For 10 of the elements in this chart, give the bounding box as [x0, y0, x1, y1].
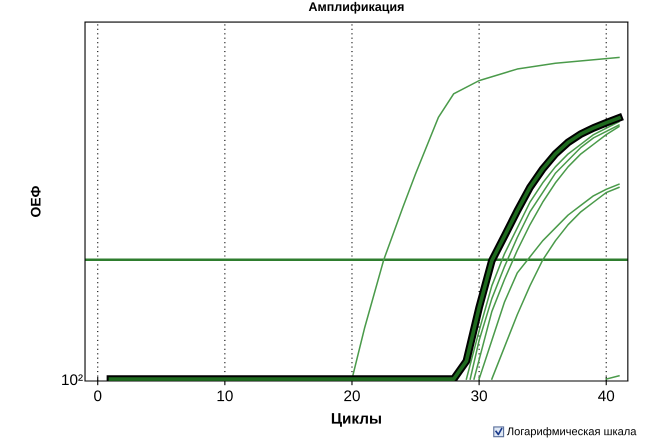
x-tick-label: 10: [218, 390, 233, 402]
y-axis-title: ОЕФ: [30, 186, 41, 217]
chart-title: Амплификация: [308, 2, 404, 14]
x-tick-label: 40: [598, 390, 614, 402]
x-tick-label: 30: [471, 390, 488, 402]
x-axis-title: Циклы: [332, 413, 381, 427]
x-tick-label: 20: [344, 390, 360, 402]
text: Логарифмическая шкала: [506, 427, 636, 438]
text: 10²: [62, 374, 83, 386]
x-tick-label: 0: [94, 390, 102, 402]
